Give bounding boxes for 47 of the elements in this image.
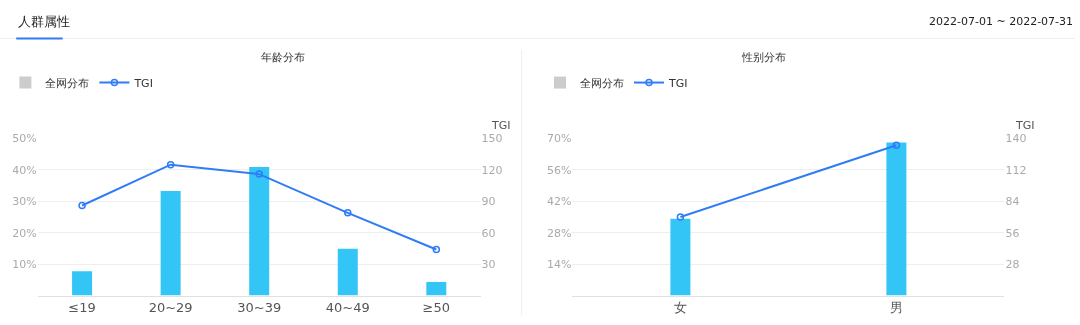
y-tick-label: 30%: [12, 195, 37, 209]
y2-tick-label: 28: [1005, 258, 1020, 271]
bar: [72, 271, 93, 296]
x-tick-label: ≥50: [422, 300, 451, 316]
legend-label: 全网分布: [580, 76, 624, 90]
y-tick-label: 70%: [546, 132, 572, 146]
x-tick-label: 男: [889, 300, 903, 316]
y-tick-label: 14%: [546, 258, 572, 271]
y2-axis-title: TGI: [491, 119, 511, 132]
chart-title: 性别分布: [741, 51, 786, 64]
point: [344, 209, 352, 217]
y-tick-label: 40%: [12, 163, 37, 177]
y2-tick-label: 112: [1005, 163, 1027, 177]
legend-label: TGI: [133, 76, 153, 90]
y-tick-label: 28%: [546, 226, 572, 240]
y2-tick-label: 90: [481, 195, 496, 209]
point: [432, 245, 441, 254]
x-tick-label: ≤19: [68, 300, 96, 316]
y-tick-label: 50%: [12, 132, 37, 146]
bar: [249, 167, 270, 296]
x-tick-label: 30~39: [237, 300, 282, 316]
bar: [337, 248, 358, 296]
point: [166, 160, 175, 169]
text: 2022-07-01 ~ 2022-07-31: [929, 15, 1074, 28]
legend-label: TGI: [668, 76, 688, 90]
chart-title: 年龄分布: [261, 51, 305, 64]
y2-tick-label: 140: [1005, 132, 1027, 146]
x-tick-label: 20~29: [148, 300, 193, 316]
y2-tick-label: 120: [481, 163, 503, 177]
y-tick-label: 10%: [12, 258, 37, 271]
y-tick-label: 56%: [546, 163, 572, 177]
y2-tick-label: 30: [481, 258, 496, 271]
x-tick-label: 40~49: [325, 300, 370, 316]
y2-tick-label: 56: [1005, 226, 1020, 240]
bar: [160, 190, 181, 296]
y2-tick-label: 84: [1005, 195, 1020, 209]
text: 人群属性: [18, 14, 70, 29]
y2-tick-label: 150: [481, 132, 503, 146]
y-tick-label: 20%: [12, 226, 37, 240]
point: [255, 170, 263, 178]
bar: [426, 282, 447, 296]
point: [78, 201, 86, 210]
y2-axis-title: TGI: [1015, 119, 1035, 132]
y-tick-label: 42%: [546, 195, 572, 209]
x-tick-label: 女: [673, 300, 687, 316]
y2-tick-label: 60: [481, 226, 496, 240]
legend-label: 全网分布: [45, 76, 90, 90]
